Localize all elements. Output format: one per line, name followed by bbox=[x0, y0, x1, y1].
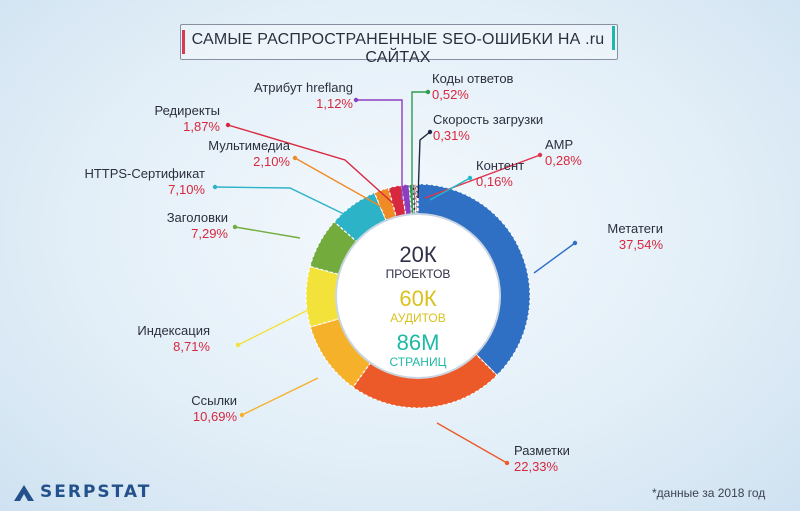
slice-label: Атрибут hreflang bbox=[254, 80, 353, 95]
slice-value: 22,33% bbox=[514, 459, 559, 474]
title-accent-teal bbox=[612, 26, 615, 50]
donut-hole bbox=[335, 213, 501, 379]
center-stat-label: АУДИТОВ bbox=[390, 311, 445, 325]
leader-dot-контент bbox=[467, 175, 473, 181]
slice-value: 0,16% bbox=[476, 174, 513, 189]
leader-ссылки bbox=[241, 377, 319, 416]
leader-dot-мультимедиа bbox=[292, 155, 298, 161]
slice-label: Скорость загрузки bbox=[433, 112, 543, 127]
leader-dot-разметки bbox=[504, 460, 510, 466]
leader-dot-заголовки bbox=[232, 224, 238, 230]
slice-label: Редиректы bbox=[155, 103, 220, 118]
leader-dot-ссылки bbox=[239, 412, 245, 418]
title-frame bbox=[180, 24, 618, 60]
slice-value: 7,29% bbox=[191, 226, 228, 241]
leader-коды-ответов bbox=[411, 91, 428, 200]
chart-title: САМЫЕ РАСПРОСТРАНЕННЫЕ SEO-ОШИБКИ НА .ru… bbox=[191, 31, 605, 66]
slice-label: Метатеги bbox=[607, 221, 663, 236]
leader-скорость-загрузки bbox=[417, 131, 431, 199]
slice-value: 8,71% bbox=[173, 339, 210, 354]
leader-dot-amp bbox=[537, 152, 543, 158]
title-accent-red bbox=[182, 30, 185, 54]
slice-value: 37,54% bbox=[619, 237, 664, 252]
slice-value: 2,10% bbox=[253, 154, 290, 169]
slice-value: 7,10% bbox=[168, 182, 205, 197]
leader-dot-https-сертификат bbox=[212, 184, 218, 190]
slice-label: Коды ответов bbox=[432, 71, 514, 86]
leader-редиректы bbox=[227, 124, 396, 206]
leader-https-сертификат bbox=[214, 186, 353, 219]
slice-label: HTTPS-Сертификат bbox=[84, 166, 205, 181]
slice-value: 1,12% bbox=[316, 96, 353, 111]
leader-заголовки bbox=[234, 226, 301, 239]
slice-value: 1,87% bbox=[183, 119, 220, 134]
slice-label: Разметки bbox=[514, 443, 570, 458]
leader-dot-коды-ответов bbox=[425, 89, 431, 95]
leader-атрибут-hreflang bbox=[356, 99, 403, 200]
leader-amp bbox=[424, 154, 541, 199]
slice-value: 0,52% bbox=[432, 87, 469, 102]
footnote: *данные за 2018 год bbox=[652, 486, 766, 500]
slice-label: Индексация bbox=[137, 323, 210, 338]
leader-метатеги bbox=[533, 242, 576, 274]
leader-dot-индексация bbox=[235, 342, 241, 348]
serpstat-logo: SERPSTAT bbox=[14, 482, 151, 502]
leader-dot-атрибут-hreflang bbox=[353, 97, 359, 103]
slice-value: 0,28% bbox=[545, 153, 582, 168]
center-stat-label: СТРАНИЦ bbox=[390, 355, 447, 369]
leader-индексация bbox=[237, 309, 309, 346]
slice-label: Ссылки bbox=[191, 393, 237, 408]
center-stat-value: 20К bbox=[399, 242, 436, 267]
slice-value: 0,31% bbox=[433, 128, 470, 143]
slice-label: Мультимедиа bbox=[208, 138, 290, 153]
slice-индексация bbox=[305, 265, 340, 328]
brand-name: SERPSTAT bbox=[40, 482, 152, 502]
leader-dot-редиректы bbox=[225, 122, 231, 128]
leader-контент bbox=[429, 177, 471, 201]
leader-разметки bbox=[436, 422, 508, 464]
slice-мультимедиа bbox=[373, 187, 398, 222]
leader-мультимедиа bbox=[294, 157, 383, 208]
leader-dot-метатеги bbox=[572, 240, 578, 246]
center-stat-label: ПРОЕКТОВ bbox=[386, 267, 451, 281]
slice-label: AMP bbox=[545, 137, 573, 152]
slice-value: 10,69% bbox=[193, 409, 238, 424]
slice-label: Контент bbox=[476, 158, 524, 173]
slice-label: Заголовки bbox=[167, 210, 228, 225]
center-stat-value: 86М bbox=[397, 330, 440, 355]
leader-dot-скорость-загрузки bbox=[427, 129, 433, 135]
serpstat-logo-icon bbox=[14, 485, 34, 501]
center-stat-value: 60К bbox=[399, 286, 436, 311]
leader-lines bbox=[212, 89, 578, 466]
